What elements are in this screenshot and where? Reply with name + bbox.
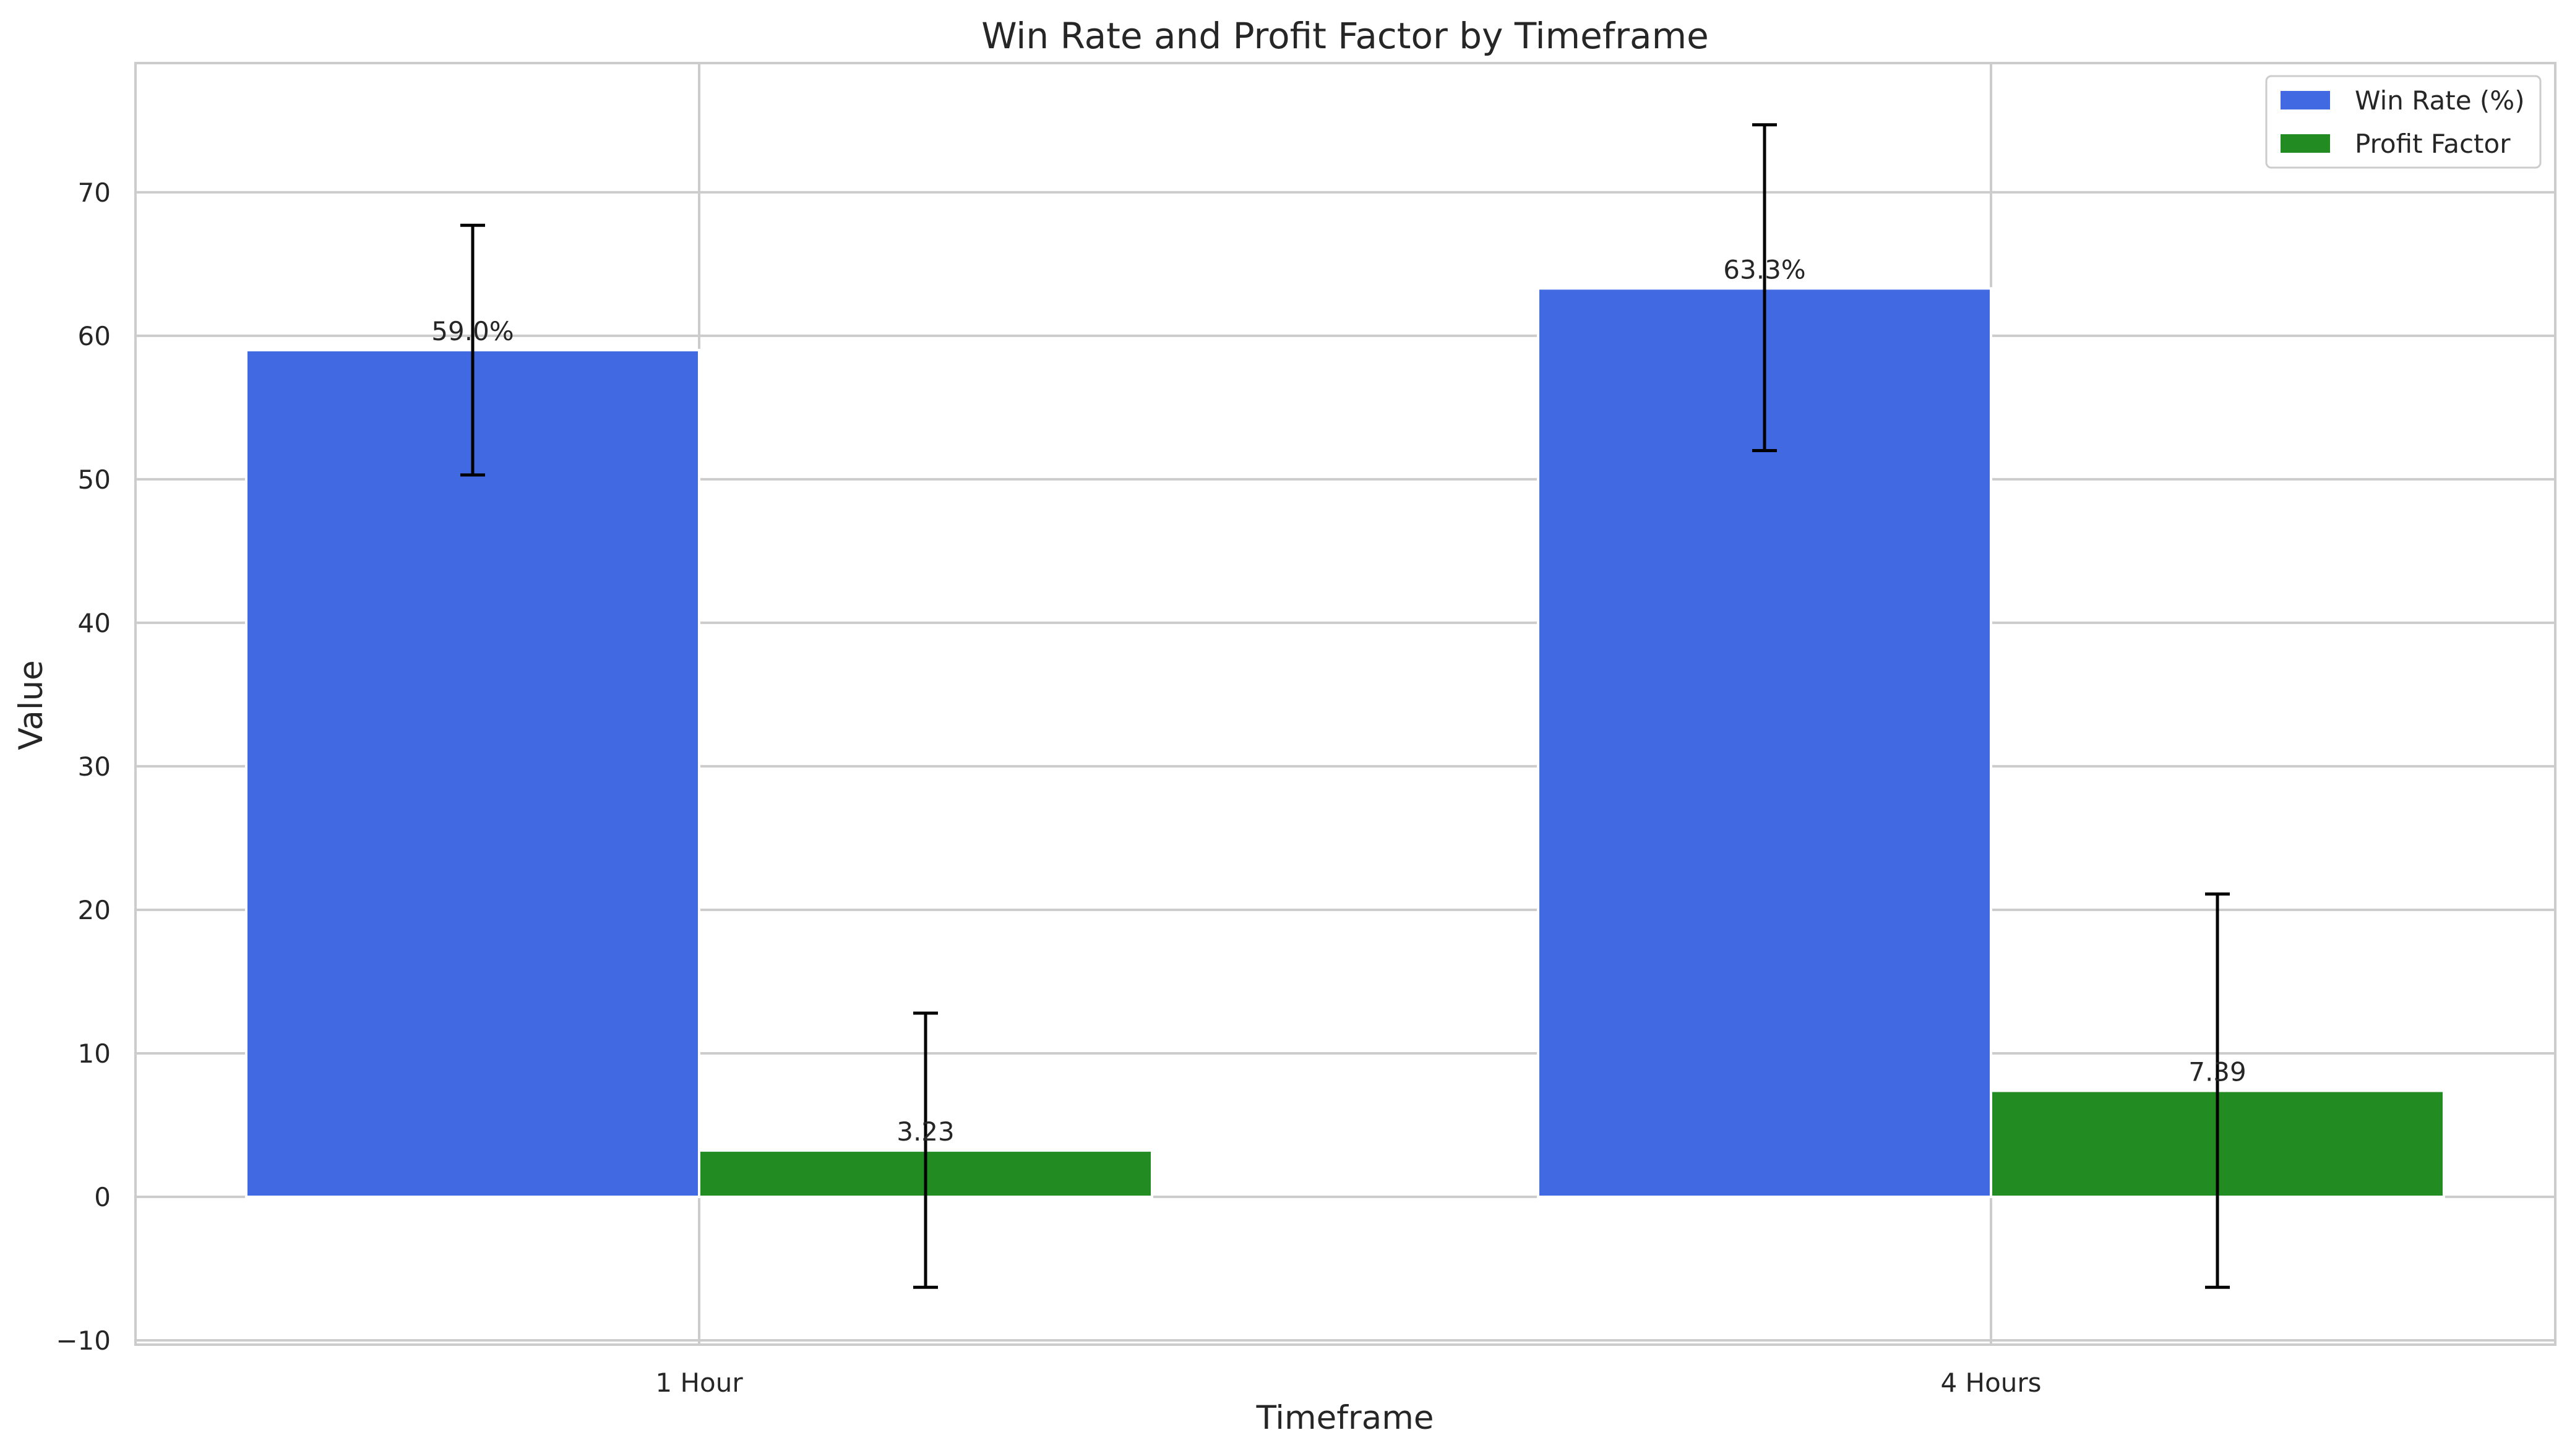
- data-label: 3.23: [897, 1116, 955, 1147]
- data-label: 7.39: [2188, 1057, 2247, 1087]
- legend-label-profit-factor: Profit Factor: [2355, 129, 2511, 159]
- y-tick-label: 10: [78, 1038, 111, 1069]
- legend-swatch-profit-factor: [2281, 134, 2330, 153]
- bars: [245, 287, 2445, 1199]
- chart-title: Win Rate and Profit Factor by Timeframe: [981, 15, 1709, 57]
- y-tick-label: −10: [56, 1325, 111, 1356]
- legend-label-win-rate: Win Rate (%): [2355, 85, 2525, 116]
- data-label: 63.3%: [1723, 254, 1805, 285]
- x-tick-label: 1 Hour: [655, 1368, 743, 1398]
- y-tick-label: 70: [78, 178, 111, 208]
- y-ticks: −10 0 10 20 30 40 50 60 70: [56, 178, 111, 1356]
- x-axis-label: Timeframe: [1256, 1399, 1434, 1437]
- y-tick-label: 20: [78, 895, 111, 925]
- x-ticks: 1 Hour 4 Hours: [655, 1368, 2041, 1398]
- y-tick-label: 60: [78, 321, 111, 351]
- data-labels: 59.0% 63.3% 3.23 7.39: [431, 254, 2246, 1147]
- error-bars: [460, 123, 2230, 1289]
- bar: [245, 349, 700, 1199]
- y-tick-label: 40: [78, 608, 111, 638]
- y-tick-label: 0: [94, 1182, 111, 1212]
- legend-swatch-win-rate: [2281, 91, 2330, 109]
- legend-box: [2265, 75, 2542, 169]
- data-label: 59.0%: [431, 316, 514, 346]
- y-tick-label: 50: [78, 465, 111, 495]
- y-tick-label: 30: [78, 752, 111, 782]
- legend: Win Rate (%) Profit Factor: [2265, 75, 2542, 169]
- x-tick-label: 4 Hours: [1940, 1368, 2041, 1398]
- y-axis-label: Value: [12, 660, 50, 750]
